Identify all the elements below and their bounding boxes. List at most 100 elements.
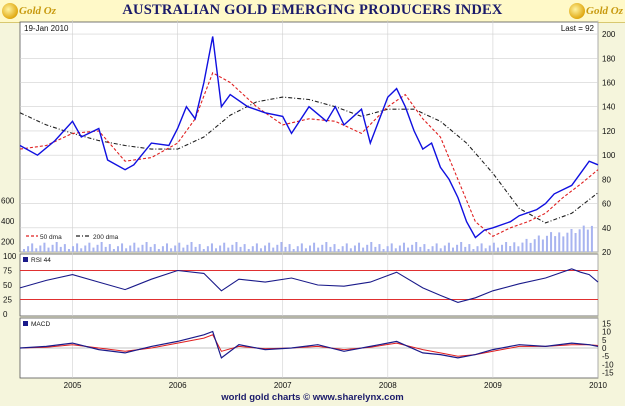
y-tick-label: 20 (602, 248, 611, 257)
volume-bar (112, 249, 115, 252)
volume-bar (259, 248, 262, 252)
x-tick-label: 2006 (169, 381, 187, 390)
volume-bar (554, 236, 557, 252)
volume-bar (284, 246, 287, 252)
y-tick-label: 140 (602, 103, 616, 112)
volume-bar (268, 242, 271, 252)
volume-bar (84, 245, 87, 252)
volume-bar (329, 246, 332, 252)
volume-bar (321, 244, 324, 252)
volume-bars (23, 225, 593, 252)
volume-bar (574, 233, 577, 252)
volume-bar (362, 247, 365, 252)
y-tick-label: 40 (602, 224, 611, 233)
logo-right-text: Gold Oz (586, 5, 623, 17)
macd-tick-label: 5 (602, 336, 607, 345)
volume-bar (480, 243, 483, 252)
volume-bar (174, 245, 177, 252)
volume-bar (182, 247, 185, 252)
macd-tick-label: -5 (602, 352, 610, 361)
volume-bar (27, 246, 30, 252)
volume-bar (63, 244, 66, 252)
y-tick-label: 200 (602, 30, 616, 39)
volume-bar (43, 242, 46, 252)
volume-bar (345, 243, 348, 252)
volume-bar (545, 235, 548, 252)
volume-bar (300, 243, 303, 252)
volume-bar (67, 249, 70, 252)
volume-tick-label: 600 (1, 196, 15, 205)
volume-bar (349, 248, 352, 252)
volume-bar (484, 248, 487, 252)
volume-bar (72, 246, 75, 252)
volume-bar (456, 244, 459, 252)
volume-tick-label: 400 (1, 217, 15, 226)
volume-bar (586, 229, 589, 252)
volume-bar (423, 244, 426, 252)
volume-bar (272, 247, 275, 252)
volume-bar (80, 248, 83, 252)
volume-bar (570, 229, 573, 252)
volume-bar (509, 246, 512, 252)
volume-bar (157, 249, 160, 252)
volume-bar (96, 244, 99, 252)
rsi-label: RSI 44 (31, 257, 51, 264)
volume-bar (186, 244, 189, 252)
macd-line (19, 330, 599, 359)
logo-left: Gold Oz (2, 3, 56, 19)
logo-left-text: Gold Oz (19, 5, 56, 17)
volume-bar (55, 242, 58, 252)
volume-bar (166, 243, 168, 252)
volume-bar (178, 242, 181, 252)
volume-bar (337, 249, 340, 252)
last-label: Last = 92 (561, 24, 595, 33)
volume-bar (496, 247, 499, 252)
volume-bar (227, 247, 230, 252)
volume-bar (223, 242, 226, 252)
volume-bar (264, 245, 267, 252)
volume-bar (558, 232, 561, 252)
volume-bar (239, 246, 242, 252)
axis-layer: 2005 2006 2007 2008 2009 20102040608010012014… (1, 30, 616, 390)
volume-bar (243, 244, 246, 252)
volume-bar (382, 249, 385, 252)
volume-bar (198, 244, 201, 252)
volume-bar (366, 244, 369, 252)
volume-bar (341, 246, 344, 252)
volume-bar (513, 242, 516, 252)
volume-bar (476, 246, 479, 252)
volume-bar (353, 245, 356, 252)
volume-bar (288, 244, 291, 252)
volume-bar (100, 242, 103, 252)
volume-bar (394, 248, 397, 252)
volume-bar (92, 247, 95, 252)
volume-bar (521, 242, 524, 252)
y-tick-label: 180 (602, 54, 616, 63)
volume-bar (537, 235, 540, 252)
volume-bar (325, 242, 328, 252)
volume-bar (590, 225, 593, 252)
volume-bar (431, 246, 434, 252)
volume-bar (125, 248, 128, 252)
volume-bar (170, 248, 173, 252)
volume-bar (309, 245, 311, 252)
volume-bar (296, 246, 299, 252)
volume-bar (447, 242, 450, 252)
volume-bar (194, 246, 197, 252)
volume-bar (452, 247, 454, 252)
y-tick-label: 120 (602, 127, 616, 136)
volume-bar (149, 246, 152, 252)
volume-bar (215, 248, 218, 252)
volume-bar (276, 244, 279, 252)
volume-bar (407, 247, 410, 252)
volume-bar (374, 246, 377, 252)
sun-logo-icon (569, 3, 586, 19)
volume-bar (129, 245, 132, 252)
macd-label-marker (23, 321, 28, 326)
macd-label: MACD (31, 321, 50, 328)
volume-bar (443, 245, 446, 252)
volume-bar (23, 249, 25, 252)
volume-bar (47, 247, 50, 252)
volume-bar (386, 246, 389, 252)
volume-bar (435, 243, 438, 252)
